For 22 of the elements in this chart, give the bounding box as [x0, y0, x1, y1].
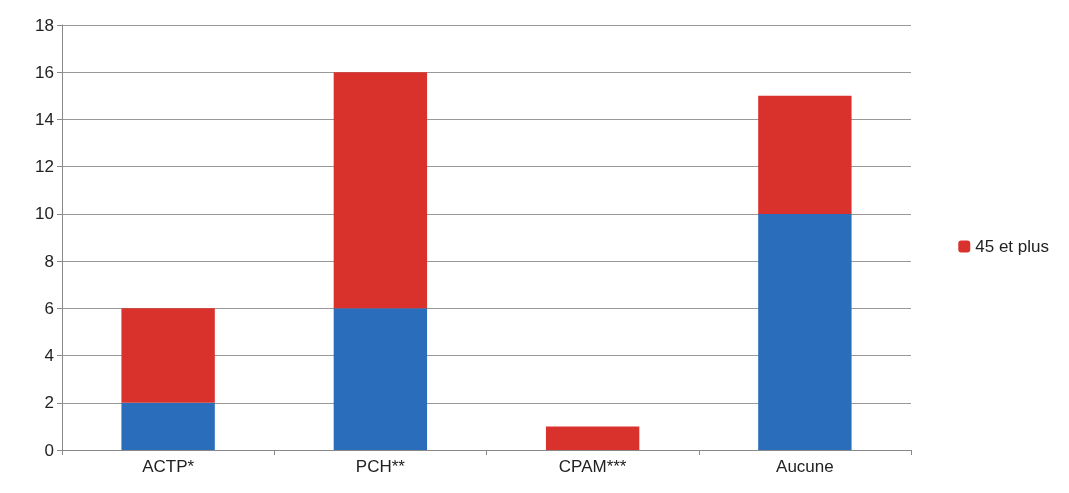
y-tick-label: 16	[35, 62, 54, 82]
x-tick-label: PCH**	[355, 457, 406, 476]
y-tick-label: 4	[44, 346, 54, 366]
y-tick-label: 10	[35, 204, 54, 224]
bar	[758, 95, 852, 214]
bar	[333, 308, 428, 450]
y-tick-label: 12	[35, 157, 54, 177]
y-tick-label: 14	[35, 109, 54, 129]
y-tick-label: 2	[44, 393, 54, 413]
bar	[333, 72, 428, 309]
bar	[121, 308, 215, 403]
bar	[545, 426, 640, 450]
x-tick-label: ACTP*	[142, 457, 195, 476]
bar	[758, 213, 852, 450]
x-tick-label: Aucune	[776, 457, 834, 476]
y-tick-label: 18	[35, 15, 54, 35]
y-tick-label: 6	[44, 298, 54, 318]
x-tick-label: CPAM***	[558, 457, 627, 476]
legend-label: 45 et plus	[975, 237, 1050, 256]
y-tick-label: 8	[44, 251, 54, 271]
y-tick-label: 0	[44, 440, 54, 460]
bar	[121, 402, 215, 450]
